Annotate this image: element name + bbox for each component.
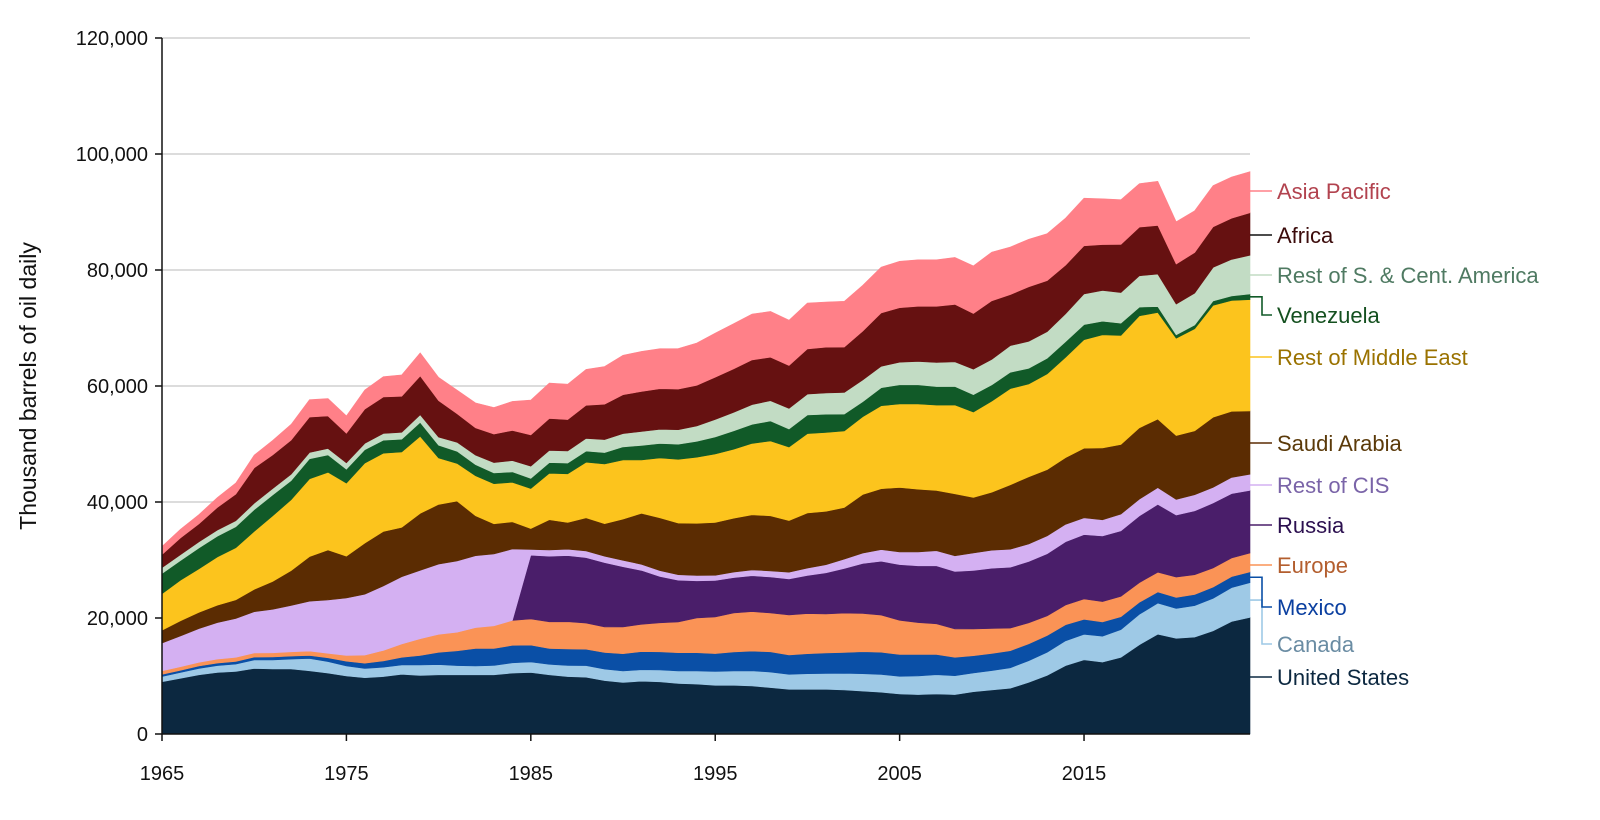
area-asia-pacific xyxy=(161,171,1251,556)
label-leader-line xyxy=(1250,576,1272,608)
y-tick-label: 120,000 xyxy=(76,28,148,50)
series-label: Africa xyxy=(1277,223,1334,248)
series-label: Rest of Middle East xyxy=(1277,345,1468,370)
y-tick-label: 100,000 xyxy=(76,144,148,166)
y-tick-label: 80,000 xyxy=(87,260,148,282)
series-labels: United States Canada Mexico Europe Russia Res… xyxy=(1250,179,1539,690)
series-label: Rest of CIS xyxy=(1277,473,1389,498)
series-label: Mexico xyxy=(1277,595,1347,620)
series-areas xyxy=(161,171,1251,735)
x-tick-label: 1995 xyxy=(693,763,738,785)
series-label: Canada xyxy=(1277,632,1355,657)
y-tick-label: 40,000 xyxy=(87,492,148,514)
series-label: Russia xyxy=(1277,513,1345,538)
y-axis-title: Thousand barrels of oil daily xyxy=(15,242,41,530)
x-tick-label: 2005 xyxy=(877,763,922,785)
x-tick-label: 1975 xyxy=(324,763,369,785)
x-tick-label: 1985 xyxy=(509,763,554,785)
series-label: United States xyxy=(1277,665,1409,690)
series-label: Europe xyxy=(1277,553,1348,578)
series-label: Asia Pacific xyxy=(1277,179,1391,204)
y-tick-label: 0 xyxy=(137,724,148,746)
x-tick-label: 1965 xyxy=(140,763,185,785)
label-leader-line xyxy=(1250,295,1272,316)
y-tick-label: 20,000 xyxy=(87,608,148,630)
axes: 0 20,000 40,000 60,000 80,000 100,000 120,000 1… xyxy=(76,28,1250,785)
series-label: Rest of S. & Cent. America xyxy=(1277,263,1539,288)
label-leader-line xyxy=(1250,599,1272,645)
y-tick-label: 60,000 xyxy=(87,376,148,398)
series-label: Saudi Arabia xyxy=(1277,431,1403,456)
x-tick-label: 2015 xyxy=(1062,763,1107,785)
series-label: Venezuela xyxy=(1277,303,1381,328)
